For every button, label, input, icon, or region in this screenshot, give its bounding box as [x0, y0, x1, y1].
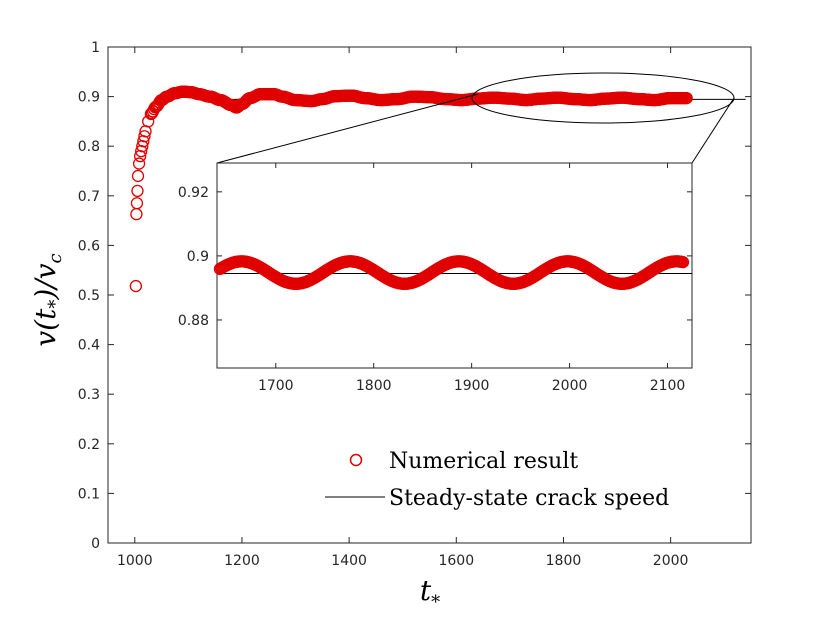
- inset-y-tick-label: 0.9: [187, 249, 209, 265]
- x-tick-label: 1800: [546, 553, 582, 569]
- inset-ticks: 1700 1800 1900 2000 2100 0.88 0.9 0.92: [178, 163, 692, 394]
- x-tick-label: 1000: [117, 553, 153, 569]
- y-tick-label: 0.8: [78, 139, 100, 155]
- inset-points: [213, 255, 690, 290]
- zoom-connector-left: [216, 93, 479, 164]
- legend-label-numerical: Numerical result: [389, 449, 578, 474]
- data-point: [142, 115, 155, 128]
- x-tick-label: 1600: [438, 553, 474, 569]
- data-point: [132, 157, 146, 170]
- inset-y-tick-label: 0.88: [178, 313, 209, 329]
- y-tick-label: 0.3: [78, 387, 100, 403]
- svg-text:v(t*)/vc: v(t*)/vc: [29, 253, 66, 346]
- zoom-connector-right: [691, 97, 735, 164]
- x-tick-label: 1200: [224, 553, 260, 569]
- inset-x-tick-label: 1700: [258, 378, 294, 394]
- legend: Numerical result Steady-state crack spee…: [325, 449, 669, 511]
- svg-text:t*: t*: [420, 574, 440, 613]
- y-tick-label: 0.4: [78, 338, 100, 354]
- inset-y-tick-label: 0.92: [178, 185, 209, 201]
- y-tick-label: 0.7: [78, 189, 100, 205]
- data-point: [680, 91, 693, 105]
- y-axis-label: v(t*)/vc: [29, 253, 66, 346]
- y-tick-label: 0.2: [78, 437, 100, 453]
- legend-label-steady: Steady-state crack speed: [389, 486, 669, 511]
- y-tick-label: 1: [91, 40, 100, 56]
- main-ticks: 1000 1200 1400 1600 1800 2000 0 0.1 0.2 0.3 0.4 0.5…: [78, 40, 751, 569]
- x-tick-label: 1400: [331, 553, 367, 569]
- inset-x-tick-label: 2100: [650, 378, 686, 394]
- y-tick-label: 0: [91, 536, 100, 552]
- data-point: [130, 197, 144, 210]
- legend-marker-numerical: [349, 453, 363, 467]
- y-tick-label: 0.5: [78, 288, 100, 304]
- x-axis-label: t*: [420, 574, 440, 613]
- inset-x-tick-label: 1900: [454, 378, 490, 394]
- data-point: [131, 184, 144, 197]
- inset-data-point: [676, 256, 690, 269]
- data-point: [129, 279, 143, 293]
- x-tick-label: 2000: [653, 553, 689, 569]
- y-tick-label: 0.9: [78, 90, 100, 106]
- data-point: [130, 208, 143, 221]
- y-tick-label: 0.6: [78, 238, 100, 254]
- inset-x-tick-label: 2000: [552, 378, 588, 394]
- inset-x-tick-label: 1800: [356, 378, 392, 394]
- data-point: [131, 169, 145, 183]
- data-point: [138, 130, 151, 143]
- y-tick-label: 0.1: [78, 486, 100, 502]
